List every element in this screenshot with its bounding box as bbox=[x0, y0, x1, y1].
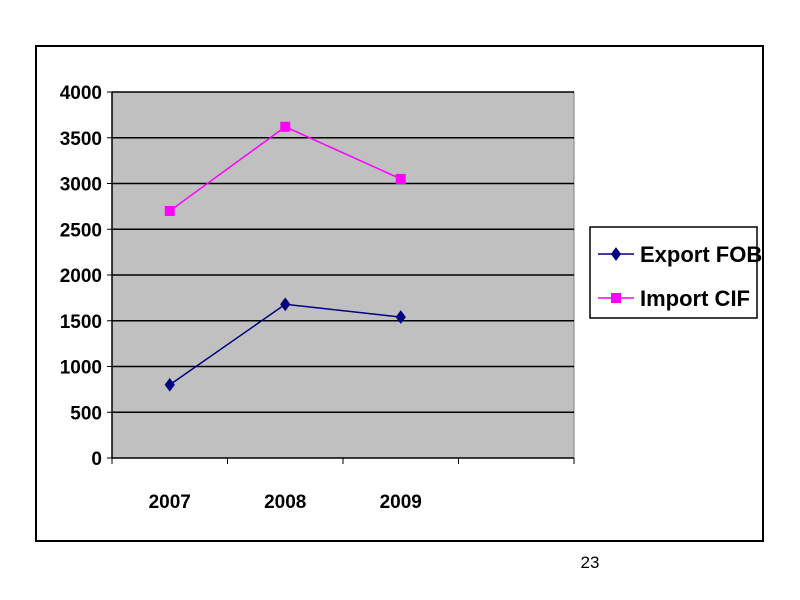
y-tick-label: 4000 bbox=[60, 83, 102, 104]
y-axis-tick-labels: 0 500 1000 1500 2000 2500 3000 3500 4000 bbox=[60, 83, 102, 470]
legend-marker bbox=[611, 293, 621, 303]
x-tick-label: 2009 bbox=[380, 492, 422, 513]
y-tick-label: 1000 bbox=[60, 358, 102, 379]
y-tick-label: 3500 bbox=[60, 129, 102, 150]
series-export-fob bbox=[164, 297, 406, 392]
x-axis-tick-labels: 2007 2008 2009 bbox=[149, 492, 422, 513]
legend-marker bbox=[610, 247, 622, 261]
x-tick-label: 2008 bbox=[264, 492, 306, 513]
legend-label: Import CIF bbox=[640, 286, 750, 311]
y-tick-label: 2500 bbox=[60, 220, 102, 241]
series-layer bbox=[164, 121, 406, 392]
x-tick-label: 2007 bbox=[149, 492, 191, 513]
series-import-cif bbox=[164, 121, 406, 216]
legend: Export FOB Import CIF bbox=[589, 226, 762, 319]
data-point-import-cif bbox=[280, 121, 291, 132]
page-number: 23 bbox=[580, 553, 600, 572]
y-tick-label: 1500 bbox=[60, 312, 102, 333]
y-tick-label: 0 bbox=[91, 449, 102, 470]
data-point-export-fob bbox=[395, 310, 406, 324]
y-tick-label: 2000 bbox=[60, 266, 102, 287]
legend-box bbox=[589, 226, 758, 319]
data-point-import-cif bbox=[395, 173, 406, 184]
legend-label: Export FOB bbox=[640, 242, 762, 267]
data-point-import-cif bbox=[164, 205, 175, 216]
data-point-export-fob bbox=[164, 377, 175, 392]
legend-item-import-cif: Import CIF bbox=[598, 286, 750, 311]
y-tick-label: 3000 bbox=[60, 175, 102, 196]
data-point-export-fob bbox=[280, 297, 291, 312]
y-tick-label: 500 bbox=[70, 403, 102, 424]
gridlines bbox=[107, 91, 574, 459]
axes bbox=[111, 92, 575, 464]
legend-item-export-fob: Export FOB bbox=[598, 242, 762, 267]
